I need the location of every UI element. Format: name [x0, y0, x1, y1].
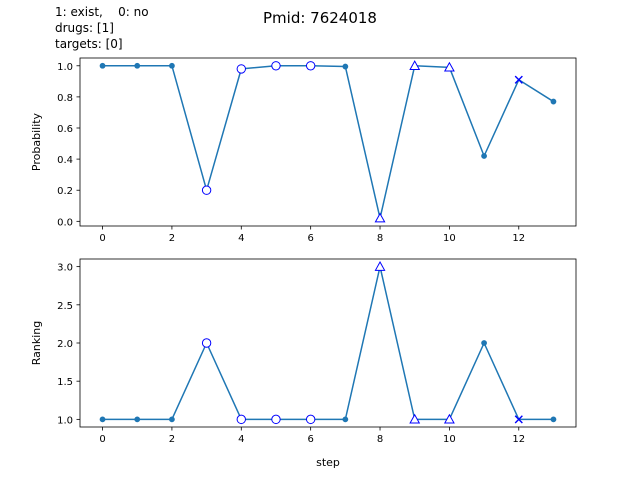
probability-x-tick-label: 0 [99, 233, 105, 244]
probability-circle-marker [271, 61, 281, 71]
probability-x-tick-label: 4 [238, 233, 244, 244]
ranking-y-tick-label: 2.5 [57, 301, 73, 312]
probability-y-axis-label: Probability [30, 112, 43, 171]
probability-x-tick-label: 2 [169, 233, 175, 244]
probability-data-point [169, 62, 175, 69]
probability-x-tick-label: 10 [443, 233, 456, 244]
probability-y-tick-label: 1.0 [57, 62, 73, 73]
ranking-x-tick-label: 4 [238, 434, 244, 445]
ranking-x-tick-label: 10 [443, 434, 456, 445]
probability-circle-marker [236, 64, 246, 74]
ranking-subplot: Ranking step 0 2 4 6 8 10 12 1.0 1.5 2.0 2.5 3.0 [30, 258, 577, 469]
probability-axes-frame [79, 57, 577, 227]
probability-y-tick-label: 0.4 [57, 155, 73, 166]
ranking-data-point [550, 416, 557, 423]
probability-data-point [342, 63, 349, 70]
ranking-series-line [102, 265, 554, 421]
probability-triangle-marker [409, 60, 421, 70]
ranking-x-marker [514, 415, 523, 424]
ranking-circle-marker [201, 338, 212, 348]
probability-data-point [550, 98, 557, 105]
ranking-x-tick-label: 6 [307, 434, 313, 445]
ranking-circle-marker [305, 414, 316, 425]
ranking-circle-marker [271, 414, 281, 425]
x-axis-label: step [316, 456, 340, 469]
ranking-x-tick-label: 0 [99, 434, 105, 445]
probability-data-point [134, 62, 141, 69]
probability-x-marker [514, 75, 523, 84]
ranking-data-point [169, 416, 175, 423]
legend-note-line-3: targets: [0] [55, 37, 123, 51]
ranking-y-axis-label: Ranking [30, 321, 43, 366]
ranking-data-point [481, 340, 487, 346]
ranking-data-point [99, 416, 106, 423]
probability-x-tick-label: 6 [307, 233, 313, 244]
ranking-x-tick-label: 2 [169, 434, 175, 445]
probability-subplot: Probability 0 2 4 6 8 10 12 0.0 0.2 0.4 0.6 0.8 1.0 [30, 57, 577, 244]
probability-data-point [99, 62, 106, 69]
probability-triangle-marker [443, 61, 455, 72]
probability-x-tick-label: 12 [512, 233, 525, 244]
probability-y-tick-label: 0.8 [57, 93, 73, 104]
ranking-circle-marker [236, 414, 246, 425]
ranking-data-point [134, 416, 141, 423]
ranking-y-tick-label: 1.0 [57, 415, 73, 426]
ranking-y-tick-label: 3.0 [57, 263, 73, 274]
legend-note-line-2: drugs: [1] [55, 21, 114, 35]
ranking-y-tick-label: 2.0 [57, 339, 73, 350]
probability-y-tick-label: 0.0 [57, 217, 73, 228]
chart-title: Pmid: 7624018 [263, 9, 377, 27]
ranking-triangle-marker [409, 413, 421, 424]
ranking-x-tick-label: 8 [377, 434, 383, 445]
ranking-x-tick-label: 12 [512, 434, 525, 445]
probability-circle-marker [305, 61, 316, 71]
ranking-triangle-marker [443, 413, 455, 424]
ranking-data-point [342, 416, 349, 423]
probability-circle-marker [201, 185, 212, 195]
probability-data-point [481, 153, 487, 159]
ranking-y-tick-label: 1.5 [57, 377, 73, 388]
probability-series-line [102, 65, 554, 219]
probability-y-tick-label: 0.2 [57, 186, 73, 197]
ranking-triangle-marker [374, 261, 386, 271]
probability-y-tick-label: 0.6 [57, 124, 73, 135]
ranking-axes-frame [79, 258, 577, 428]
probability-x-tick-label: 8 [377, 233, 383, 244]
legend-note-line-1: 1: exist, 0: no [55, 5, 149, 19]
probability-triangle-marker [374, 212, 386, 223]
